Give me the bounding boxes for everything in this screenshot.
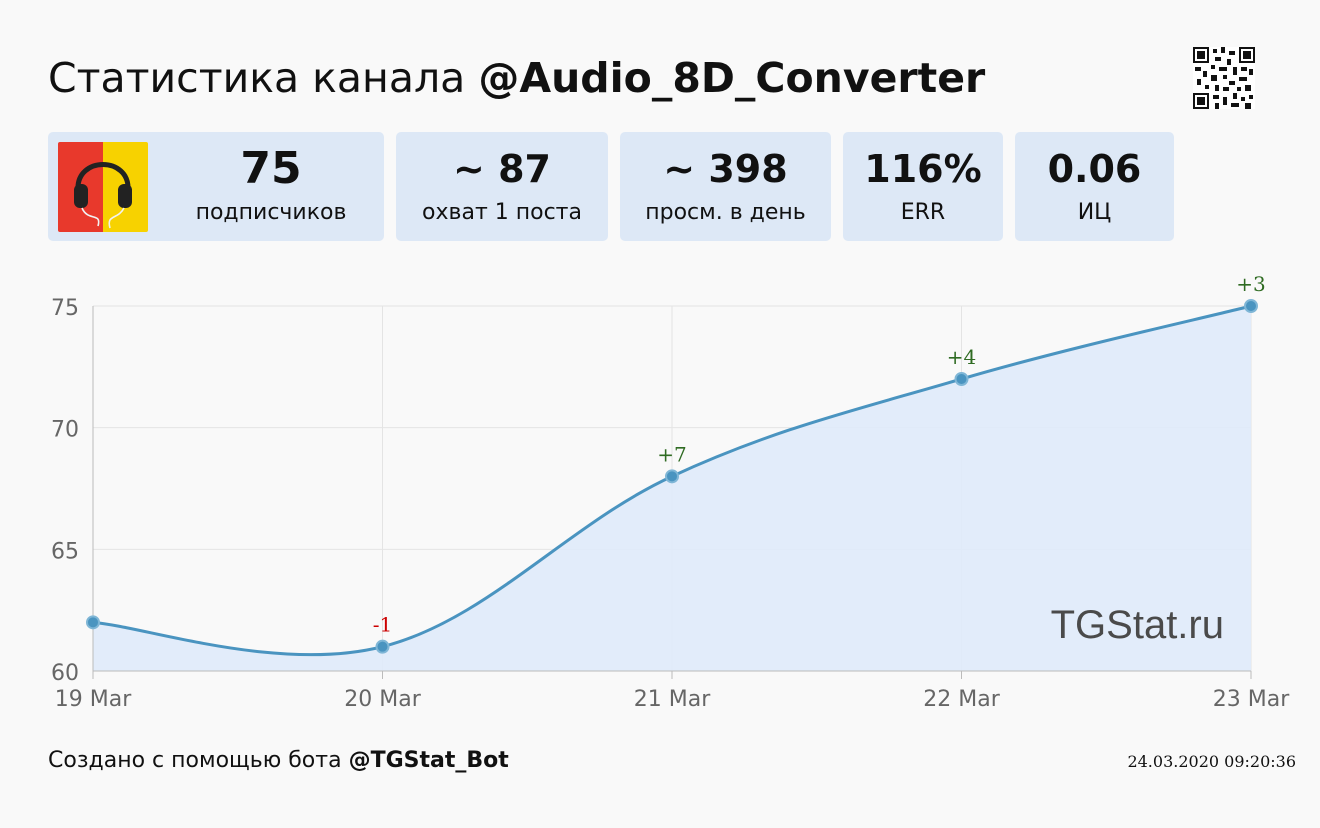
citation-index-label: ИЦ <box>1077 200 1112 225</box>
reach-card: ~ 87 охват 1 поста <box>396 132 608 241</box>
daily-views-value: ~ 398 <box>663 147 788 191</box>
channel-handle: @Audio_8D_Converter <box>478 54 986 102</box>
series-points: -1 +7 +4 +3 <box>86 272 1266 654</box>
reach-label: охват 1 поста <box>422 200 582 225</box>
subscribers-card: 75 подписчиков <box>48 132 384 241</box>
citation-index-value: 0.06 <box>1047 147 1142 191</box>
data-point <box>954 372 969 386</box>
err-label: ERR <box>900 200 946 225</box>
footer-credit: Создано с помощью бота @TGStat_Bot <box>48 745 509 777</box>
subscribers-label: подписчиков <box>195 200 347 225</box>
change-label: -1 <box>373 613 392 637</box>
err-value: 116% <box>864 147 982 191</box>
daily-views-card: ~ 398 просм. в день <box>620 132 831 241</box>
change-label: +4 <box>947 345 976 369</box>
y-tick-label: 65 <box>51 539 79 564</box>
citation-index-card: 0.06 ИЦ <box>1015 132 1174 241</box>
x-tick-label: 22 Mar <box>923 687 1000 712</box>
footer-timestamp: 24.03.2020 09:20:36 <box>1127 752 1296 771</box>
daily-views-label: просм. в день <box>645 200 806 225</box>
subscribers-chart: 60 65 70 75 19 Mar 20 Mar 21 Mar 22 Mar 23 Mar T… <box>51 272 1290 712</box>
err-card: 116% ERR <box>843 132 1003 241</box>
y-tick-label: 75 <box>51 296 79 321</box>
data-point <box>375 639 390 654</box>
x-tick-label: 20 Mar <box>344 687 421 712</box>
x-tick-label: 21 Mar <box>634 687 711 712</box>
title-prefix: Статистика канала <box>48 54 466 102</box>
data-point <box>665 469 679 484</box>
data-point <box>86 615 100 630</box>
page-title: Статистика канала @Audio_8D_Converter <box>48 52 985 104</box>
reach-value: ~ 87 <box>453 147 551 191</box>
x-tick-label: 23 Mar <box>1213 687 1290 712</box>
footer-prefix: Создано с помощью бота <box>48 748 342 773</box>
chart-axes: 60 65 70 75 19 Mar 20 Mar 21 Mar 22 Mar 23 Mar <box>51 296 1290 712</box>
data-point <box>1244 299 1258 313</box>
y-tick-label: 70 <box>51 418 79 443</box>
x-tick-label: 19 Mar <box>55 687 132 712</box>
bot-link[interactable]: @TGStat_Bot <box>348 748 509 773</box>
y-tick-label: 60 <box>51 661 79 686</box>
change-label: +7 <box>657 442 686 466</box>
subscribers-value: 75 <box>240 143 302 194</box>
change-label: +3 <box>1236 272 1265 296</box>
watermark: TGStat.ru <box>1051 603 1224 647</box>
qr-code-icon <box>1193 47 1255 109</box>
channel-avatar <box>58 142 148 232</box>
series-area <box>93 306 1251 671</box>
